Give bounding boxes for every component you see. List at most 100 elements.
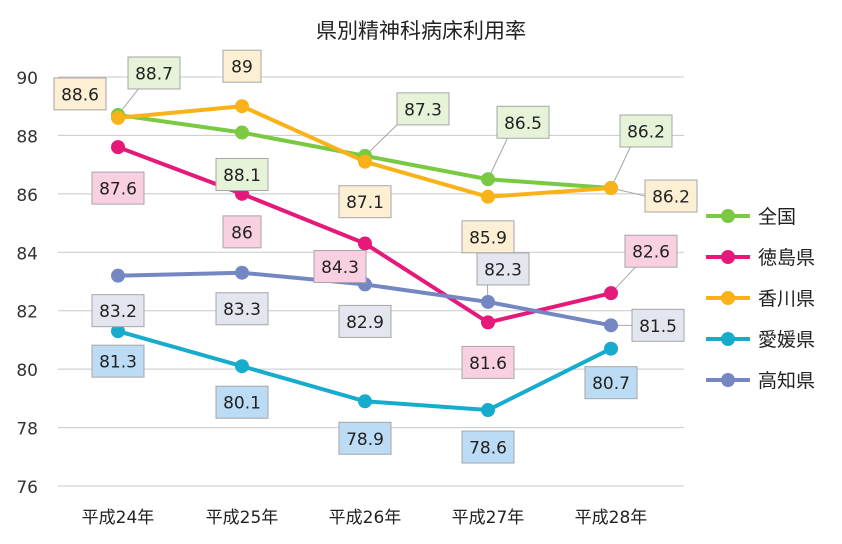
series-4 xyxy=(111,265,618,333)
data-label-text: 85.9 xyxy=(469,228,507,248)
data-label-box xyxy=(461,220,515,254)
data-label-box xyxy=(461,345,515,379)
data-label-box xyxy=(396,92,450,126)
y-tick-label: 88 xyxy=(16,127,38,147)
data-point xyxy=(235,359,249,374)
data-label: 86.2 xyxy=(644,179,698,213)
data-label-text: 87.6 xyxy=(99,180,137,200)
data-label-box xyxy=(624,234,678,268)
series-2 xyxy=(111,99,618,204)
x-axis-ticks: 平成24年 平成25年 平成26年 平成27年 平成28年 xyxy=(82,508,648,528)
data-label-text: 82.9 xyxy=(346,313,384,333)
data-label-text: 78.6 xyxy=(469,439,507,459)
data-label-text: 87.1 xyxy=(346,193,384,213)
y-tick-label: 78 xyxy=(16,420,38,440)
data-point xyxy=(111,268,125,283)
x-tick-label: 平成26年 xyxy=(329,508,402,528)
data-label-box xyxy=(461,430,515,464)
legend-swatch-marker xyxy=(721,209,735,223)
data-point xyxy=(111,110,125,125)
legend-swatch-marker xyxy=(721,373,735,387)
data-label-text: 88.1 xyxy=(223,166,261,186)
leader-line xyxy=(610,146,631,189)
data-label: 86 xyxy=(222,215,262,249)
data-point xyxy=(481,294,495,309)
series-line xyxy=(117,145,612,325)
data-label-text: 81.6 xyxy=(469,354,507,374)
data-label: 80.1 xyxy=(215,385,269,419)
data-point xyxy=(604,341,618,356)
data-label-box xyxy=(215,292,269,326)
chart-title: 県別精神科病床利用率 xyxy=(316,19,526,43)
x-tick-label: 平成28年 xyxy=(575,508,648,528)
data-label-text: 82.3 xyxy=(484,260,522,280)
series-3 xyxy=(111,324,618,418)
data-label: 88.7 xyxy=(127,56,181,90)
legend-item: 香川県 xyxy=(706,288,815,310)
data-label: 81.3 xyxy=(91,344,145,378)
data-label: 89 xyxy=(222,49,262,83)
data-label-text: 87.3 xyxy=(404,100,442,120)
legend-swatch-marker xyxy=(721,250,735,264)
data-point xyxy=(604,181,618,196)
data-label: 87.3 xyxy=(396,92,450,126)
data-label-box xyxy=(338,185,392,219)
data-label-text: 83.2 xyxy=(99,302,137,322)
data-point xyxy=(481,403,495,418)
data-label-box xyxy=(215,385,269,419)
data-label-box xyxy=(91,294,145,328)
data-label: 87.6 xyxy=(91,171,145,205)
legend-label: 香川県 xyxy=(758,288,815,310)
data-label: 85.9 xyxy=(461,220,515,254)
data-label: 82.3 xyxy=(476,252,530,286)
data-label-text: 81.5 xyxy=(639,317,677,337)
data-point xyxy=(481,189,495,204)
data-label-text: 81.3 xyxy=(99,353,137,373)
legend-label: 全国 xyxy=(758,206,796,228)
legend-label: 徳島県 xyxy=(758,247,815,269)
data-label-box xyxy=(91,171,145,205)
data-point xyxy=(235,99,249,114)
data-label-box xyxy=(338,304,392,338)
data-label: 88.6 xyxy=(53,77,107,111)
data-point xyxy=(604,286,618,301)
data-label-text: 80.7 xyxy=(592,374,630,394)
legend-swatch-marker xyxy=(721,291,735,305)
data-label: 83.2 xyxy=(91,294,145,328)
data-label: 87.1 xyxy=(338,185,392,219)
data-label-box xyxy=(476,252,530,286)
y-axis-ticks: 76 78 80 82 84 86 88 90 xyxy=(16,69,38,498)
data-point xyxy=(358,236,372,251)
data-label: 82.9 xyxy=(338,304,392,338)
data-label-box xyxy=(222,215,262,249)
data-label-box xyxy=(53,77,107,111)
leader-line xyxy=(364,124,398,157)
data-label-text: 84.3 xyxy=(321,258,359,278)
data-label: 88.1 xyxy=(215,158,269,192)
y-tick-label: 84 xyxy=(16,244,38,264)
data-label-box xyxy=(338,421,392,455)
data-label-text: 86.5 xyxy=(504,114,542,134)
data-label: 80.7 xyxy=(584,366,638,400)
x-tick-label: 平成25年 xyxy=(206,508,279,528)
data-point xyxy=(604,318,618,333)
data-label-box xyxy=(584,366,638,400)
data-label-text: 88.6 xyxy=(61,85,99,105)
data-point xyxy=(111,140,125,155)
data-label: 86.5 xyxy=(496,105,550,139)
data-label-text: 88.7 xyxy=(135,64,173,84)
data-label-text: 82.6 xyxy=(632,243,670,263)
y-tick-label: 86 xyxy=(16,186,38,206)
data-label-box xyxy=(215,158,269,192)
data-label-text: 80.1 xyxy=(223,394,261,414)
legend-label: 高知県 xyxy=(758,370,815,392)
data-label-box xyxy=(631,308,685,342)
data-label-box xyxy=(222,49,262,83)
legend-item: 全国 xyxy=(706,206,796,228)
series-lines xyxy=(111,99,618,418)
data-point xyxy=(358,154,372,169)
data-label: 81.5 xyxy=(631,308,685,342)
data-point xyxy=(358,394,372,409)
